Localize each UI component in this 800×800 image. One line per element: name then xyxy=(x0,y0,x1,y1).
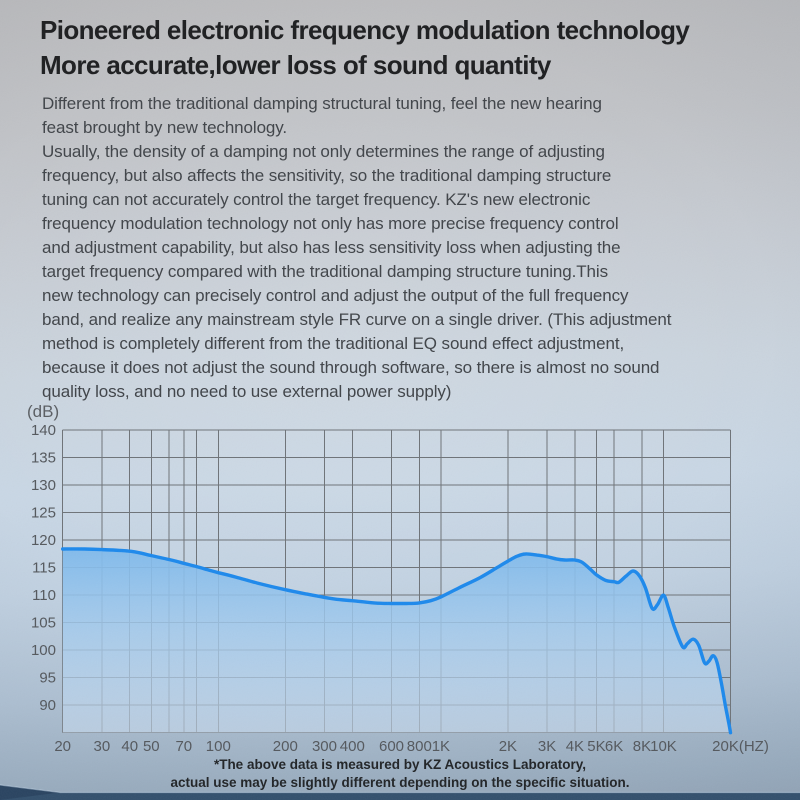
footnote-line1: *The above data is measured by KZ Acoust… xyxy=(213,757,587,772)
fr-area-fill xyxy=(62,548,731,733)
x-tick-label: 5K xyxy=(587,738,605,755)
x-tick-label: 6K xyxy=(605,738,623,755)
x-tick-label: 100 xyxy=(206,738,231,755)
x-tick-label: 2K xyxy=(499,738,517,755)
y-tick-label: 95 xyxy=(39,670,56,687)
y-tick-label: 120 xyxy=(31,532,56,549)
x-tick-label: 70 xyxy=(175,738,192,755)
y-axis-labels: 140 135 130 125 120 115 110 105 100 95 90 xyxy=(31,422,56,714)
x-tick-label: 800 xyxy=(407,738,432,755)
footnote: *The above data is measured by KZ Acoust… xyxy=(0,756,800,792)
x-tick-label: 4K xyxy=(566,738,584,755)
x-tick-label: 1K xyxy=(432,738,450,755)
y-tick-label: 125 xyxy=(31,505,56,522)
y-tick-label: 130 xyxy=(31,477,56,494)
db-unit-label: (dB) xyxy=(27,402,59,421)
x-tick-label: 20K(HZ) xyxy=(712,738,769,755)
y-tick-label: 135 xyxy=(31,450,56,467)
y-tick-label: 105 xyxy=(31,615,56,632)
x-tick-label: 3K xyxy=(538,738,556,755)
y-tick-label: 90 xyxy=(39,697,56,714)
y-tick-label: 140 xyxy=(31,422,56,439)
y-tick-label: 115 xyxy=(32,560,56,577)
x-tick-label: 10K xyxy=(650,738,677,755)
x-tick-label: 400 xyxy=(340,738,365,755)
footnote-line2: actual use may be slightly different dep… xyxy=(170,775,630,790)
x-axis-labels: 20 30 40 50 70 100 200 300 400 600 800 1K 2K 3K 4K 5K 6K… xyxy=(54,738,768,755)
x-tick-label: 600 xyxy=(379,738,404,755)
x-tick-label: 40 xyxy=(121,738,138,755)
x-tick-label: 200 xyxy=(273,738,298,755)
x-tick-label: 50 xyxy=(143,738,160,755)
x-tick-label: 20 xyxy=(54,738,71,755)
y-tick-label: 110 xyxy=(32,587,56,604)
y-tick-label: 100 xyxy=(31,642,56,659)
x-tick-label: 30 xyxy=(94,738,111,755)
x-tick-label: 300 xyxy=(312,738,337,755)
x-tick-label: 8K xyxy=(633,738,651,755)
